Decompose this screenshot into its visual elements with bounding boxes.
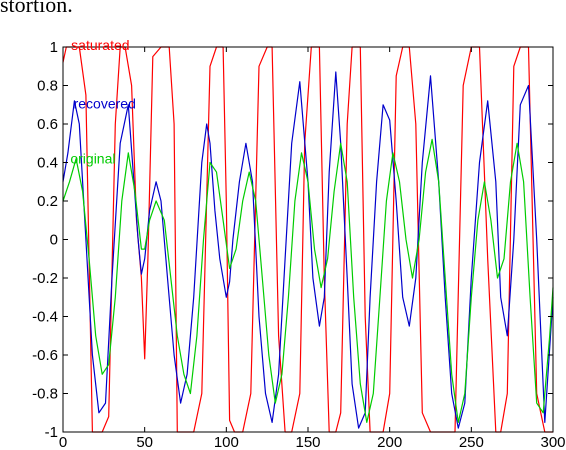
series-line-recovered	[62, 71, 554, 429]
caption-fragment: stortion.	[0, 0, 73, 17]
y-tick-label: -0.8	[32, 386, 58, 403]
x-tick-label: 0	[59, 434, 67, 450]
y-tick-label: -1	[45, 424, 58, 441]
plot-frame	[62, 46, 554, 433]
y-tick-label: 0.2	[37, 193, 58, 210]
y-tick-label: 0	[50, 232, 58, 249]
series-label-saturated: saturated	[71, 37, 129, 53]
x-tick-label: 150	[295, 434, 320, 450]
x-tick-label: 50	[136, 434, 153, 450]
x-tick-label: 100	[214, 434, 239, 450]
x-tick-label: 200	[377, 434, 402, 450]
series-label-original: original	[70, 150, 115, 166]
series-label-recovered: recovered	[74, 96, 136, 112]
series-line-original	[62, 138, 554, 423]
series-layer	[62, 46, 554, 433]
y-axis: -1 -0.8 -0.6 -0.4 -0.2 0 0.2 0.4 0.6 0.8 1	[32, 39, 553, 441]
y-tick-label: 0.4	[37, 155, 58, 172]
x-tick-label: 300	[540, 434, 565, 450]
x-axis: 0 50 100 150 200 250 300	[59, 47, 566, 450]
series-line-saturated	[62, 46, 553, 433]
legend: saturated recovered original	[70, 37, 136, 167]
y-tick-label: 0.8	[37, 78, 58, 95]
y-tick-label: 1	[50, 39, 58, 56]
y-tick-label: -0.4	[32, 309, 58, 326]
y-tick-label: -0.6	[32, 347, 58, 364]
x-tick-label: 250	[459, 434, 484, 450]
y-tick-label: 0.6	[37, 116, 58, 133]
y-tick-label: -0.2	[32, 270, 58, 287]
